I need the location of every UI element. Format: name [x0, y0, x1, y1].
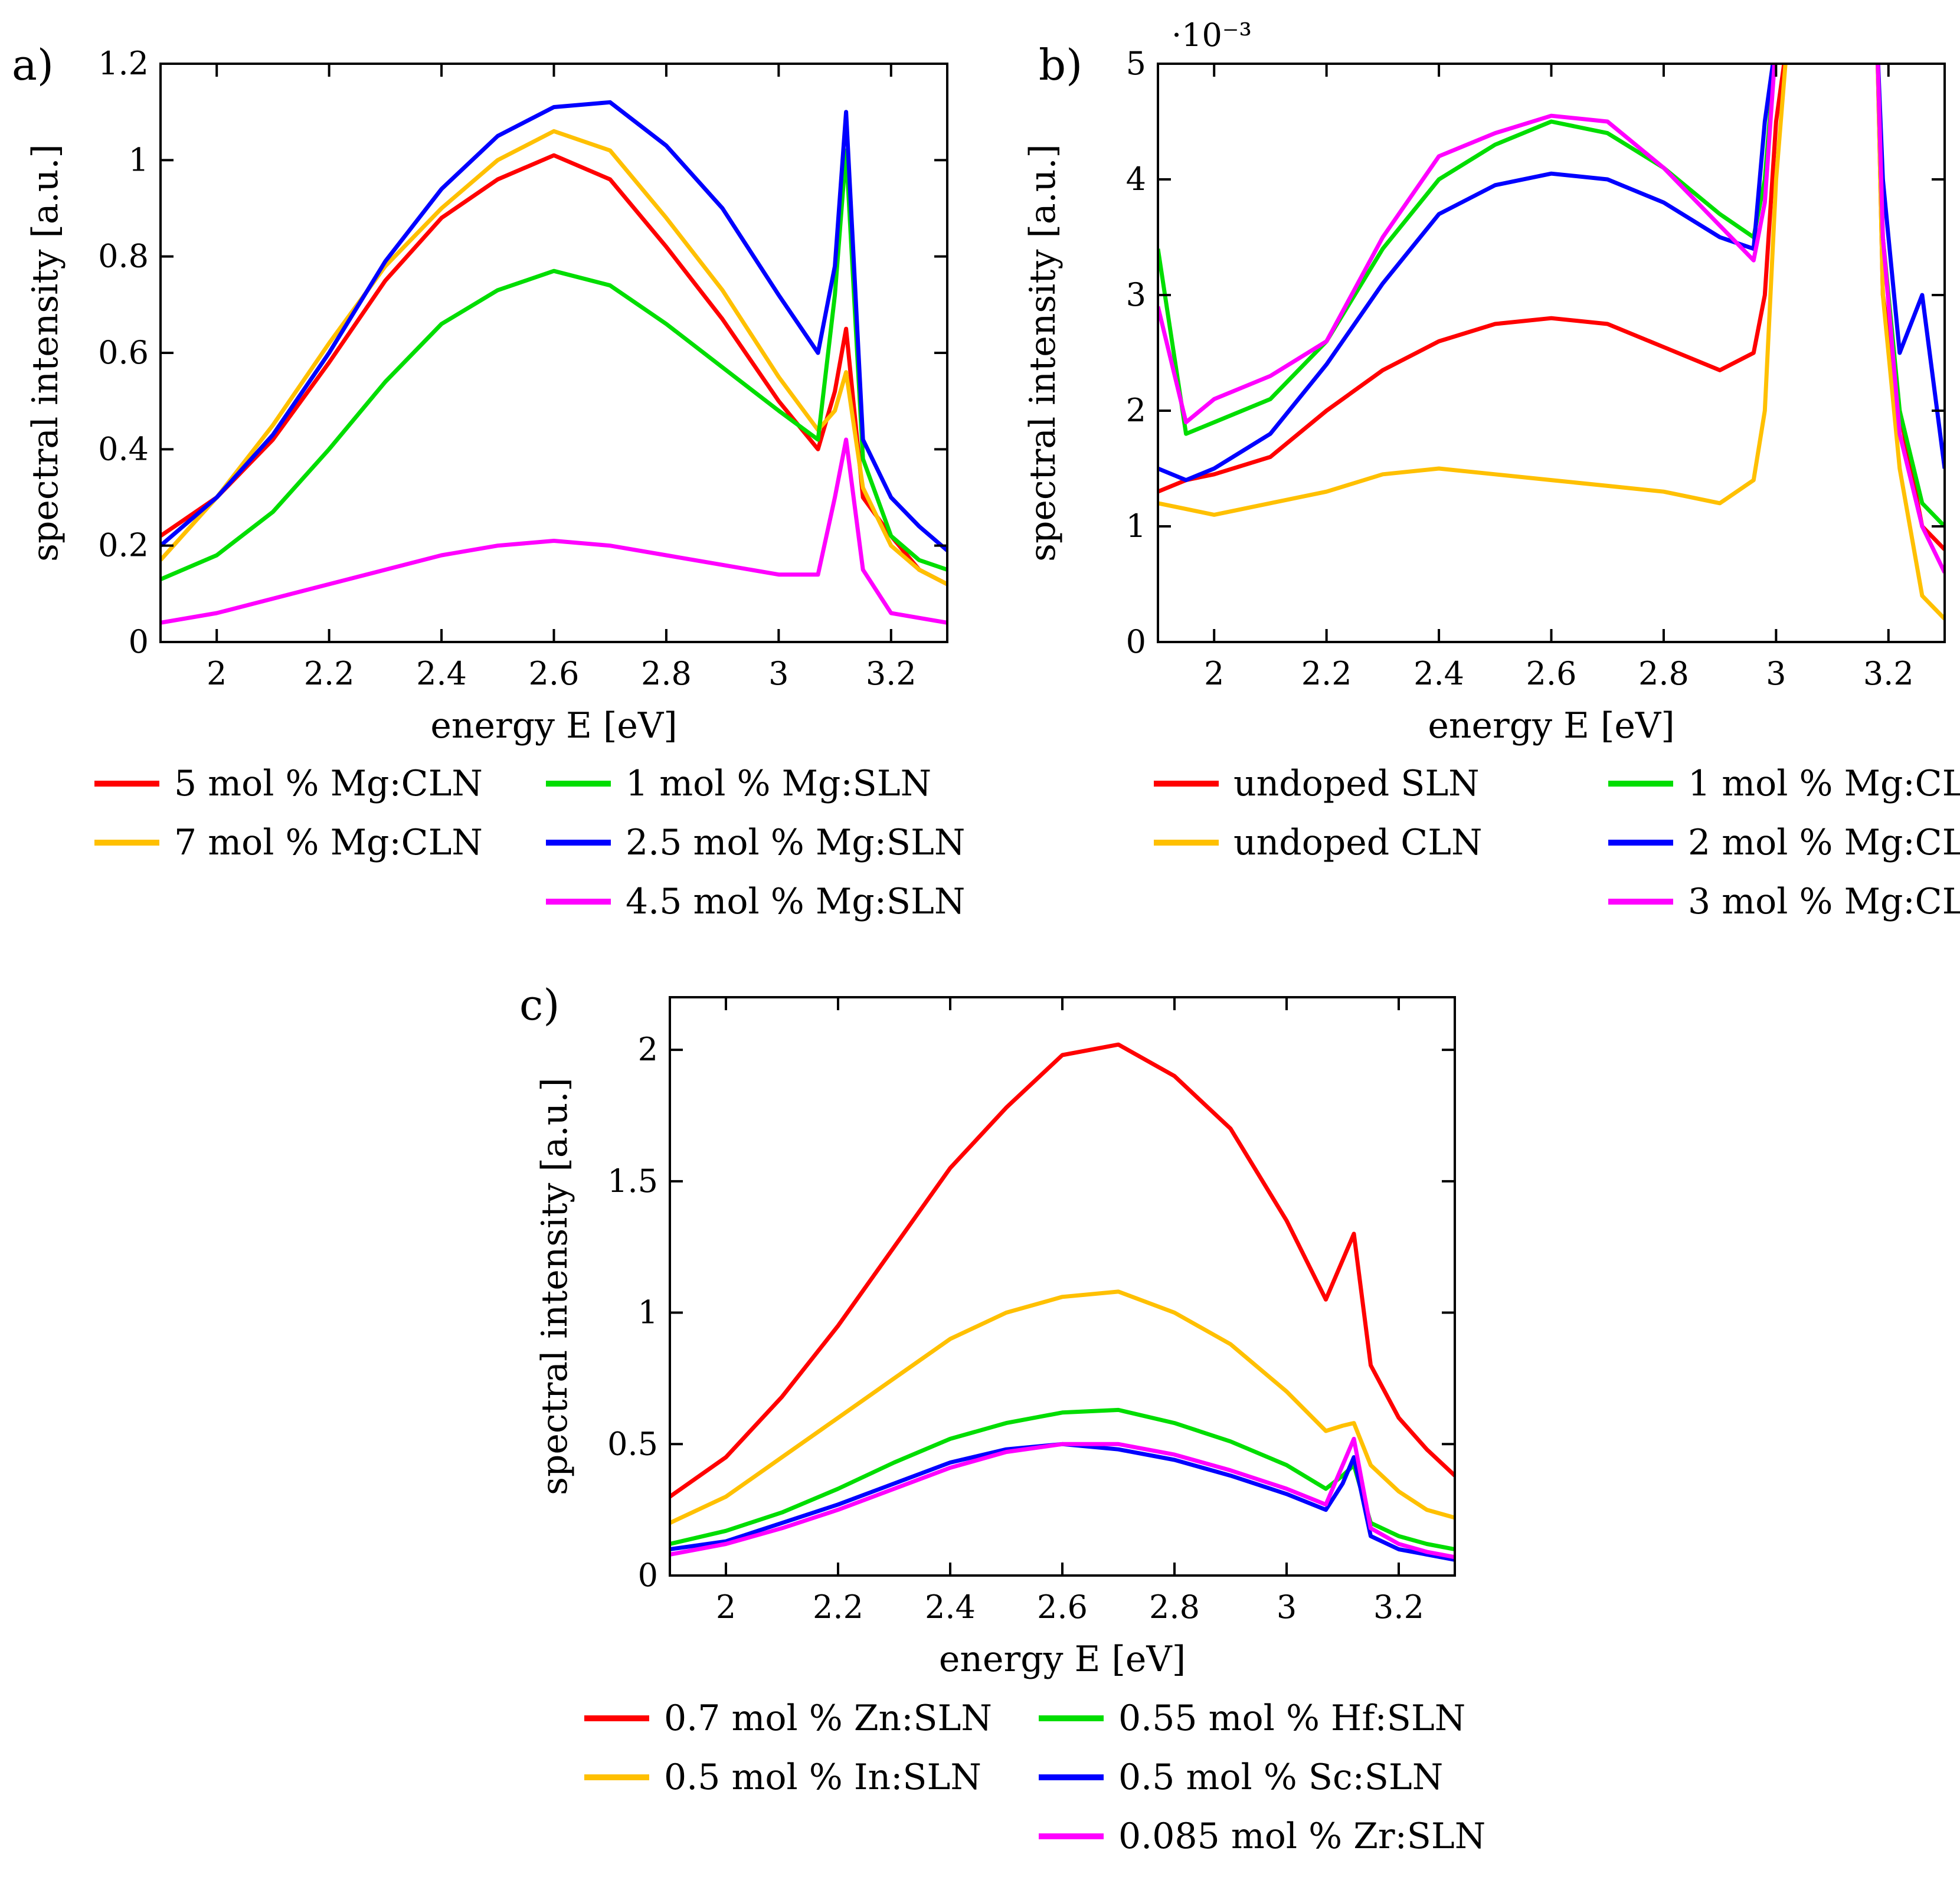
y-axis-label: spectral intensity [a.u.]	[1022, 144, 1064, 562]
legend-label: 0.5 mol % Sc:SLN	[1118, 1757, 1443, 1798]
y-tick-label: 4	[1126, 161, 1146, 198]
series-line-4	[161, 437, 947, 625]
y-axis-label: spectral intensity [a.u.]	[534, 1077, 575, 1495]
y-tick-label: 3	[1126, 276, 1146, 313]
x-tick-label: 2.8	[1638, 655, 1689, 692]
x-tick-label: 2.4	[925, 1588, 976, 1626]
y-tick-label: 0.5	[607, 1425, 658, 1462]
plot-frame	[1157, 63, 1946, 643]
series-lines	[1158, 64, 1945, 621]
panel-b: 2 2.2 2.4 2.6 2.8 3 3.2 0 1 2 3 4 5 energy E [eV] spec…	[1022, 17, 1960, 922]
series-line-3	[1158, 64, 1945, 483]
series-line-3	[161, 100, 947, 552]
x-tick-label: 2.8	[641, 655, 692, 692]
x-tick-label: 2.8	[1149, 1588, 1200, 1626]
y-tick-label: 2	[1126, 392, 1146, 429]
y-tick-label: 0.6	[98, 334, 149, 371]
legend: 0.7 mol % Zn:SLN 0.5 mol % In:SLN 0.55 mol…	[584, 1698, 1485, 1857]
x-tick-label: 3	[1277, 1588, 1297, 1626]
x-tick-label: 2.6	[529, 655, 580, 692]
legend-label: 0.5 mol % In:SLN	[664, 1757, 981, 1798]
legend: 5 mol % Mg:CLN 7 mol % Mg:CLN 1 mol % Mg:S…	[94, 763, 965, 922]
series-line-2	[161, 148, 947, 582]
x-tick-label: 3	[1766, 655, 1786, 692]
series-line-0	[161, 153, 947, 587]
x-tick-label: 2.2	[813, 1588, 863, 1626]
x-tick-label: 2.4	[1413, 655, 1464, 692]
legend: undoped SLN undoped CLN 1 mol % Mg:CLN 2 mo…	[1154, 763, 1960, 922]
y-tick-label: 1	[638, 1294, 658, 1331]
x-tick-label: 2	[716, 1588, 736, 1626]
x-tick-label: 2.6	[1037, 1588, 1088, 1626]
y-tick-label: 1	[129, 141, 149, 178]
x-tick-label: 2	[1204, 655, 1224, 692]
legend-label: 1 mol % Mg:SLN	[626, 763, 931, 804]
legend-label: 0.7 mol % Zn:SLN	[664, 1698, 992, 1739]
legend-label: 2.5 mol % Mg:SLN	[626, 822, 965, 863]
x-axis-label: energy E [eV]	[1428, 705, 1674, 746]
series-line-0	[670, 1042, 1455, 1499]
x-tick-label: 2.6	[1526, 655, 1577, 692]
x-tick-label: 3	[768, 655, 788, 692]
axis-exponent-label: ·10⁻³	[1172, 17, 1252, 54]
x-tick-label: 2.2	[1301, 655, 1352, 692]
panel-a: 2 2.2 2.4 2.6 2.8 3 3.2 0 0.2 0.4 0.6 0.8 1 1.2 energy…	[12, 40, 965, 922]
y-tick-label: 5	[1126, 45, 1146, 82]
y-axis-label: spectral intensity [a.u.]	[25, 144, 66, 562]
y-tick-label: 0.2	[98, 527, 149, 564]
legend-label: 4.5 mol % Mg:SLN	[626, 881, 965, 922]
series-line-1	[670, 1289, 1455, 1525]
legend-label: 1 mol % Mg:CLN	[1688, 763, 1960, 804]
legend-label: 0.085 mol % Zr:SLN	[1118, 1816, 1485, 1857]
y-tick-label: 1.2	[98, 45, 149, 82]
y-tick-label: 0	[129, 623, 149, 660]
y-tick-label: 0.8	[98, 238, 149, 275]
legend-label: undoped CLN	[1233, 822, 1482, 863]
x-tick-label: 3.2	[1373, 1588, 1424, 1626]
x-axis-label: energy E [eV]	[430, 705, 677, 746]
series-lines	[161, 100, 947, 625]
y-tick-label: 0	[1126, 623, 1146, 660]
series-line-4	[670, 1436, 1455, 1560]
panel-label: c)	[519, 980, 559, 1030]
legend-label: 7 mol % Mg:CLN	[174, 822, 483, 863]
panel-c: 2 2.2 2.4 2.6 2.8 3 3.2 0 0.5 1 1.5 2 energy E [eV] s…	[519, 980, 1485, 1857]
legend-label: 0.55 mol % Hf:SLN	[1118, 1698, 1465, 1739]
legend-label: 2 mol % Mg:CLN	[1688, 822, 1960, 863]
panel-label: a)	[12, 40, 54, 90]
y-tick-label: 0	[638, 1557, 658, 1594]
x-tick-label: 2	[207, 655, 227, 692]
series-line-1	[1158, 64, 1945, 621]
legend-label: 5 mol % Mg:CLN	[174, 763, 483, 804]
series-line-3	[670, 1442, 1455, 1562]
legend-label: 3 mol % Mg:CLN	[1688, 881, 1960, 922]
panel-label: b)	[1039, 40, 1082, 90]
x-axis-label: energy E [eV]	[939, 1639, 1186, 1680]
series-lines	[670, 1042, 1455, 1562]
x-tick-label: 3.2	[866, 655, 917, 692]
series-line-4	[1158, 64, 1945, 574]
y-tick-label: 1.5	[607, 1162, 658, 1200]
y-tick-label: 2	[638, 1031, 658, 1068]
x-tick-label: 2.2	[304, 655, 355, 692]
y-tick-label: 0.4	[98, 430, 149, 467]
x-tick-label: 2.4	[416, 655, 467, 692]
x-tick-label: 3.2	[1863, 655, 1914, 692]
series-line-1	[161, 129, 947, 587]
legend-label: undoped SLN	[1233, 763, 1480, 804]
y-tick-label: 1	[1126, 507, 1146, 545]
